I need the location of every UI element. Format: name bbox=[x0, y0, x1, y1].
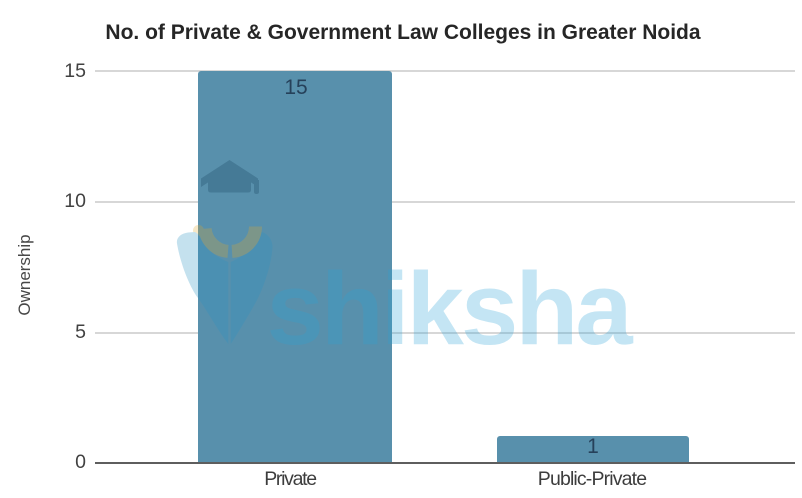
svg-text:shiksha: shiksha bbox=[267, 251, 634, 366]
